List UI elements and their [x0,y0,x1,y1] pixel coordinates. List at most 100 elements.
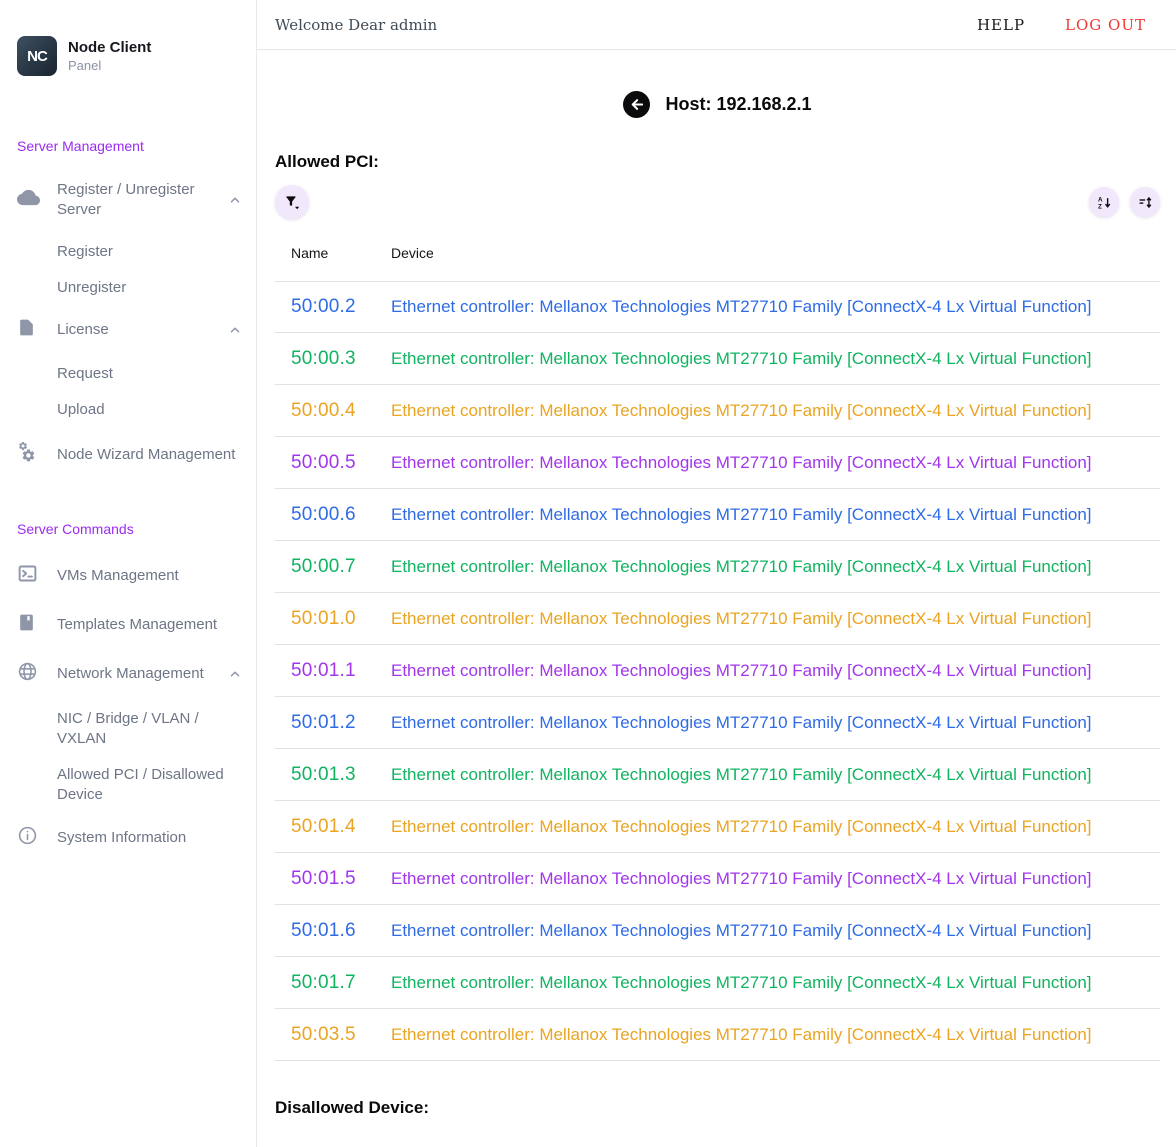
sort-alpha-button[interactable]: A Z [1089,187,1119,217]
sidebar-item-label: VMs Management [57,567,179,584]
table-row[interactable]: 50:01.1 Ethernet controller: Mellanox Te… [275,645,1160,697]
logo-text: NC [27,47,48,65]
table-row[interactable]: 50:01.7 Ethernet controller: Mellanox Te… [275,957,1160,1009]
column-header-device: Device [391,245,434,261]
table-row[interactable]: 50:01.6 Ethernet controller: Mellanox Te… [275,905,1160,957]
sidebar-item-node-wizard-management[interactable]: Node Wizard Management [17,440,242,469]
pci-name: 50:00.3 [291,347,356,369]
sort-size-icon [1138,195,1153,210]
table-row[interactable]: 50:01.4 Ethernet controller: Mellanox Te… [275,801,1160,853]
pci-table-body: 50:00.2 Ethernet controller: Mellanox Te… [275,281,1160,1061]
pci-name: 50:03.5 [291,1023,356,1045]
section-heading-server-commands: Server Commands [17,521,134,537]
pci-name: 50:01.0 [291,607,356,629]
pci-name: 50:01.7 [291,971,356,993]
pci-name: 50:01.4 [291,815,356,837]
help-link[interactable]: HELP [976,15,1026,34]
topbar: Welcome Dear admin HELP LOG OUT [257,0,1176,50]
logout-link[interactable]: LOG OUT [1065,15,1146,34]
gears-icon [17,440,41,469]
content: Host: 192.168.2.1 Allowed PCI: A Z [257,50,1176,1147]
pci-device: Ethernet controller: Mellanox Technologi… [391,1024,1092,1044]
app-logo: NC [17,36,57,76]
table-row[interactable]: 50:00.7 Ethernet controller: Mellanox Te… [275,541,1160,593]
pci-device: Ethernet controller: Mellanox Technologi… [391,868,1092,888]
sidebar-item-unregister[interactable]: Unregister [57,279,127,296]
arrow-left-icon [629,97,644,112]
sidebar-item-label: Node Wizard Management [57,445,236,463]
sidebar: NC Node Client Panel Server Management R… [0,0,257,1147]
sidebar-item-allowed-pci-disallowed-device[interactable]: Allowed PCI / Disallowed Device [57,766,224,803]
app-title: Node Client [68,39,152,56]
table-header: Name Device [275,245,1160,281]
sidebar-item-register[interactable]: Register [57,243,113,260]
chevron-up-icon [228,323,242,337]
pci-name: 50:00.2 [291,296,356,317]
pci-device: Ethernet controller: Mellanox Technologi… [391,297,1092,316]
table-row[interactable]: 50:00.2 Ethernet controller: Mellanox Te… [275,281,1160,333]
chevron-up-icon [228,193,242,207]
sidebar-item-label: Templates Management [57,616,218,633]
sidebar-item-system-information[interactable]: System Information [17,825,242,851]
pci-device: Ethernet controller: Mellanox Technologi… [391,712,1092,732]
sidebar-item-label: License [57,321,109,338]
sidebar-item-label: Network Management [57,665,204,682]
book-icon [17,613,36,637]
section-heading-server-management: Server Management [17,138,144,154]
pci-name: 50:00.4 [291,399,356,421]
pci-name: 50:01.5 [291,867,356,889]
sidebar-item-request[interactable]: Request [57,365,113,382]
pci-device: Ethernet controller: Mellanox Technologi… [391,452,1092,472]
table-row[interactable]: 50:00.5 Ethernet controller: Mellanox Te… [275,437,1160,489]
sidebar-item-network-management[interactable]: Network Management [17,661,242,687]
allowed-pci-heading: Allowed PCI: [275,152,379,171]
pci-device: Ethernet controller: Mellanox Technologi… [391,660,1092,680]
pci-device: Ethernet controller: Mellanox Technologi… [391,972,1092,992]
table-row[interactable]: 50:03.5 Ethernet controller: Mellanox Te… [275,1009,1160,1061]
svg-text:A: A [1097,196,1102,203]
pci-device: Ethernet controller: Mellanox Technologi… [391,348,1092,368]
table-row[interactable]: 50:00.6 Ethernet controller: Mellanox Te… [275,489,1160,541]
pci-device: Ethernet controller: Mellanox Technologi… [391,764,1092,784]
sidebar-item-templates-management[interactable]: Templates Management [17,613,242,637]
filter-button[interactable] [275,185,309,219]
sidebar-item-label: Register / Unregister Server [57,181,195,218]
host-title: Host: 192.168.2.1 [665,94,812,114]
table-row[interactable]: 50:01.3 Ethernet controller: Mellanox Te… [275,749,1160,801]
table-row[interactable]: 50:01.2 Ethernet controller: Mellanox Te… [275,697,1160,749]
welcome-text: Welcome Dear admin [275,15,438,34]
sidebar-item-register-unregister-server[interactable]: Register / Unregister Server [17,180,242,220]
sort-alpha-icon: A Z [1097,195,1112,210]
host-header: Host: 192.168.2.1 [275,91,1160,118]
table-row[interactable]: 50:01.5 Ethernet controller: Mellanox Te… [275,853,1160,905]
main-area: Welcome Dear admin HELP LOG OUT Host: 19… [257,0,1176,1147]
table-row[interactable]: 50:00.3 Ethernet controller: Mellanox Te… [275,333,1160,385]
table-row[interactable]: 50:00.4 Ethernet controller: Mellanox Te… [275,385,1160,437]
sidebar-item-vms-management[interactable]: VMs Management [17,563,242,589]
svg-text:Z: Z [1097,203,1101,210]
table-toolbar: A Z [275,185,1160,219]
pci-device: Ethernet controller: Mellanox Technologi… [391,400,1092,420]
table-row[interactable]: 50:01.0 Ethernet controller: Mellanox Te… [275,593,1160,645]
terminal-icon [17,563,38,589]
sidebar-item-label: System Information [57,829,187,846]
sidebar-item-nic-bridge-vlan-vxlan[interactable]: NIC / Bridge / VLAN / VXLAN [57,710,199,747]
back-button[interactable] [623,91,651,118]
pci-device: Ethernet controller: Mellanox Technologi… [391,608,1092,628]
info-icon [17,825,38,851]
sidebar-item-upload[interactable]: Upload [57,401,105,418]
pci-device: Ethernet controller: Mellanox Technologi… [391,556,1092,576]
sidebar-item-license[interactable]: License [17,318,242,342]
disallowed-device-heading: Disallowed Device: [275,1098,430,1117]
pci-name: 50:01.3 [291,763,356,785]
pci-name: 50:01.1 [291,659,356,681]
sort-size-button[interactable] [1130,187,1160,217]
pci-name: 50:01.6 [291,919,356,941]
allowed-pci-table: Name Device 50:00.2 Ethernet controller:… [275,245,1160,1061]
column-header-name: Name [291,245,329,261]
pci-name: 50:00.6 [291,503,356,525]
globe-icon [17,661,38,687]
filter-icon [284,194,301,211]
file-icon [17,318,36,342]
app-subtitle: Panel [68,58,102,73]
